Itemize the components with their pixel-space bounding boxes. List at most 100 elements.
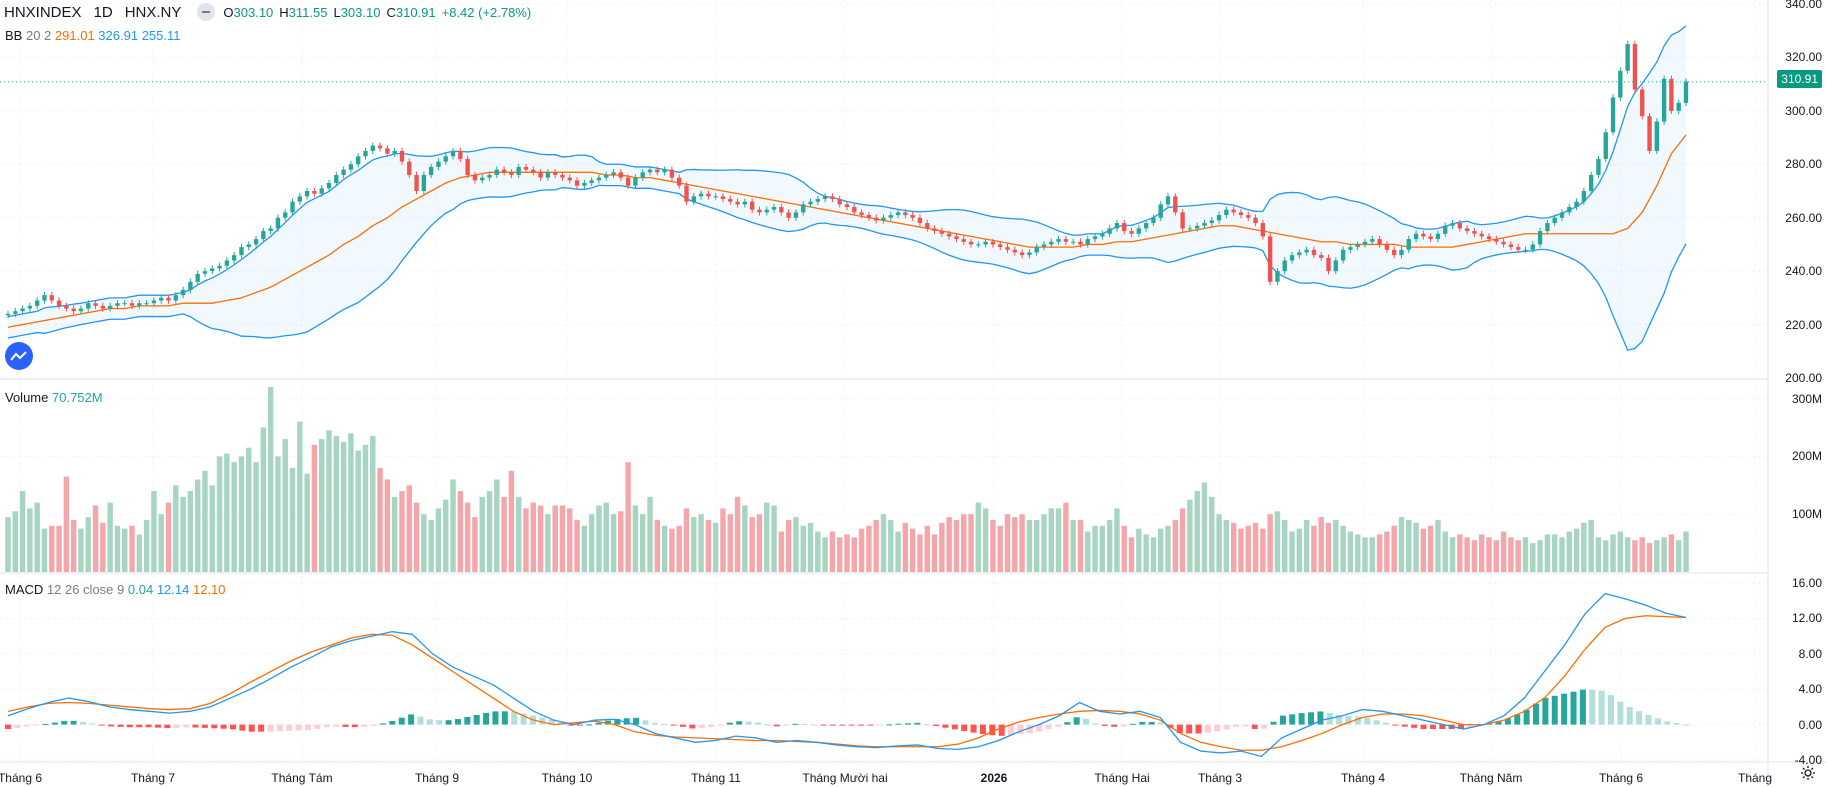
volume-bar — [457, 491, 464, 572]
candle-body — [1676, 102, 1681, 111]
candle-body — [5, 313, 11, 316]
macd-histogram-bar — [1354, 716, 1361, 725]
candle-body — [1479, 233, 1484, 237]
candle-body — [472, 174, 478, 181]
volume-bar — [1121, 525, 1127, 572]
candle-body — [436, 161, 441, 167]
macd-signal-line — [7, 615, 1687, 751]
candle-body — [684, 185, 689, 202]
volume-bar — [924, 525, 930, 572]
macd-histogram-bar — [70, 720, 77, 725]
volume-bar — [1216, 514, 1222, 572]
volume-bar — [1530, 543, 1536, 572]
candle-body — [998, 244, 1003, 248]
volume-bar — [1333, 519, 1339, 572]
candle-body — [1391, 249, 1397, 256]
volume-bar — [866, 525, 872, 572]
candle-body — [297, 196, 303, 202]
volume-bar — [567, 508, 573, 572]
volume-bar — [377, 467, 383, 572]
volume-bar — [836, 537, 843, 572]
volume-bar — [1136, 528, 1142, 572]
candle-body — [1486, 236, 1492, 240]
macd-histogram-bar — [1308, 712, 1315, 725]
candle-body — [173, 295, 178, 301]
candle-body — [1319, 255, 1324, 258]
volume-bar — [727, 514, 733, 572]
macd-histogram-bar — [164, 724, 171, 729]
macd-legend[interactable]: MACD 12 26 close 9 0.04 12.14 12.10 — [5, 582, 226, 597]
volume-bar — [340, 441, 347, 572]
candle-body — [1267, 236, 1273, 282]
macd-histogram-bar — [633, 717, 640, 725]
volume-bar — [851, 537, 858, 572]
volume-bar — [1420, 528, 1427, 572]
candle-body — [749, 201, 755, 210]
candle-body — [56, 300, 62, 306]
volume-bar — [472, 517, 478, 572]
candle-body — [385, 148, 390, 154]
volume-bar — [873, 519, 879, 572]
volume-bar — [1165, 525, 1171, 572]
volume-bar — [1427, 525, 1434, 572]
volume-bar — [829, 531, 836, 572]
candle-body — [71, 308, 76, 312]
candle-body — [407, 161, 412, 175]
volume-bar — [421, 514, 427, 572]
volume-bar — [588, 514, 595, 572]
volume-bar — [1004, 514, 1011, 572]
candle-body — [801, 204, 806, 213]
candle-body — [107, 305, 113, 309]
volume-bar — [297, 421, 303, 572]
candle-body — [334, 174, 339, 183]
candle-body — [1384, 244, 1390, 250]
macd-histogram-bar — [1373, 720, 1380, 725]
volume-bar — [559, 505, 566, 572]
volume-bar — [1019, 514, 1025, 572]
volume-bar — [165, 502, 172, 572]
macd-histogram-bar — [33, 724, 40, 726]
macd-histogram-bar — [942, 724, 949, 728]
timeframe-label[interactable]: 1D — [93, 3, 113, 21]
candle-body — [677, 177, 682, 186]
candle-body — [589, 180, 594, 183]
volume-bar — [1413, 522, 1419, 572]
macd-histogram-bar — [1467, 724, 1474, 728]
macd-histogram-bar — [623, 718, 630, 725]
volume-bar — [1179, 508, 1186, 572]
volume-bar — [1406, 519, 1412, 572]
time-tick-label: Tháng 7 — [130, 771, 176, 785]
volume-bar — [100, 522, 106, 572]
candle-body — [509, 172, 514, 175]
macd-histogram-bar — [764, 724, 771, 726]
macd-histogram-bar — [614, 719, 621, 725]
candle-body — [1297, 252, 1302, 256]
volume-bar — [1223, 519, 1230, 572]
volume-legend[interactable]: Volume 70.752M — [5, 390, 103, 405]
bb-legend[interactable]: BB 20 2 291.01 326.91 255.11 — [5, 28, 180, 43]
candle-body — [1049, 241, 1054, 245]
macd-histogram-bar — [1261, 724, 1268, 729]
macd-histogram-bar — [1017, 724, 1024, 735]
high-label: H — [279, 4, 289, 20]
candle-body — [129, 303, 135, 306]
settings-gear-icon[interactable] — [1800, 765, 1816, 781]
candle-body — [954, 236, 959, 240]
volume-bar — [85, 517, 91, 572]
volume-bar — [625, 462, 631, 572]
candle-body — [1092, 236, 1098, 240]
macd-histogram-bar — [736, 721, 743, 725]
volume-name: Volume — [5, 390, 49, 405]
bb-fill — [8, 25, 1686, 351]
tradingview-logo-icon[interactable] — [5, 342, 33, 370]
bb-params: 20 2 — [25, 28, 52, 43]
candle-body — [1494, 239, 1499, 242]
macd-histogram-bar — [229, 724, 236, 730]
volume-bar — [669, 528, 675, 572]
symbol-name[interactable]: HNXINDEX — [4, 3, 82, 21]
macd-histogram-bar — [745, 721, 752, 725]
visibility-toggle-icon[interactable] — [197, 3, 216, 21]
candle-body — [428, 166, 434, 175]
volume-tick-label: 100M — [1791, 507, 1822, 522]
